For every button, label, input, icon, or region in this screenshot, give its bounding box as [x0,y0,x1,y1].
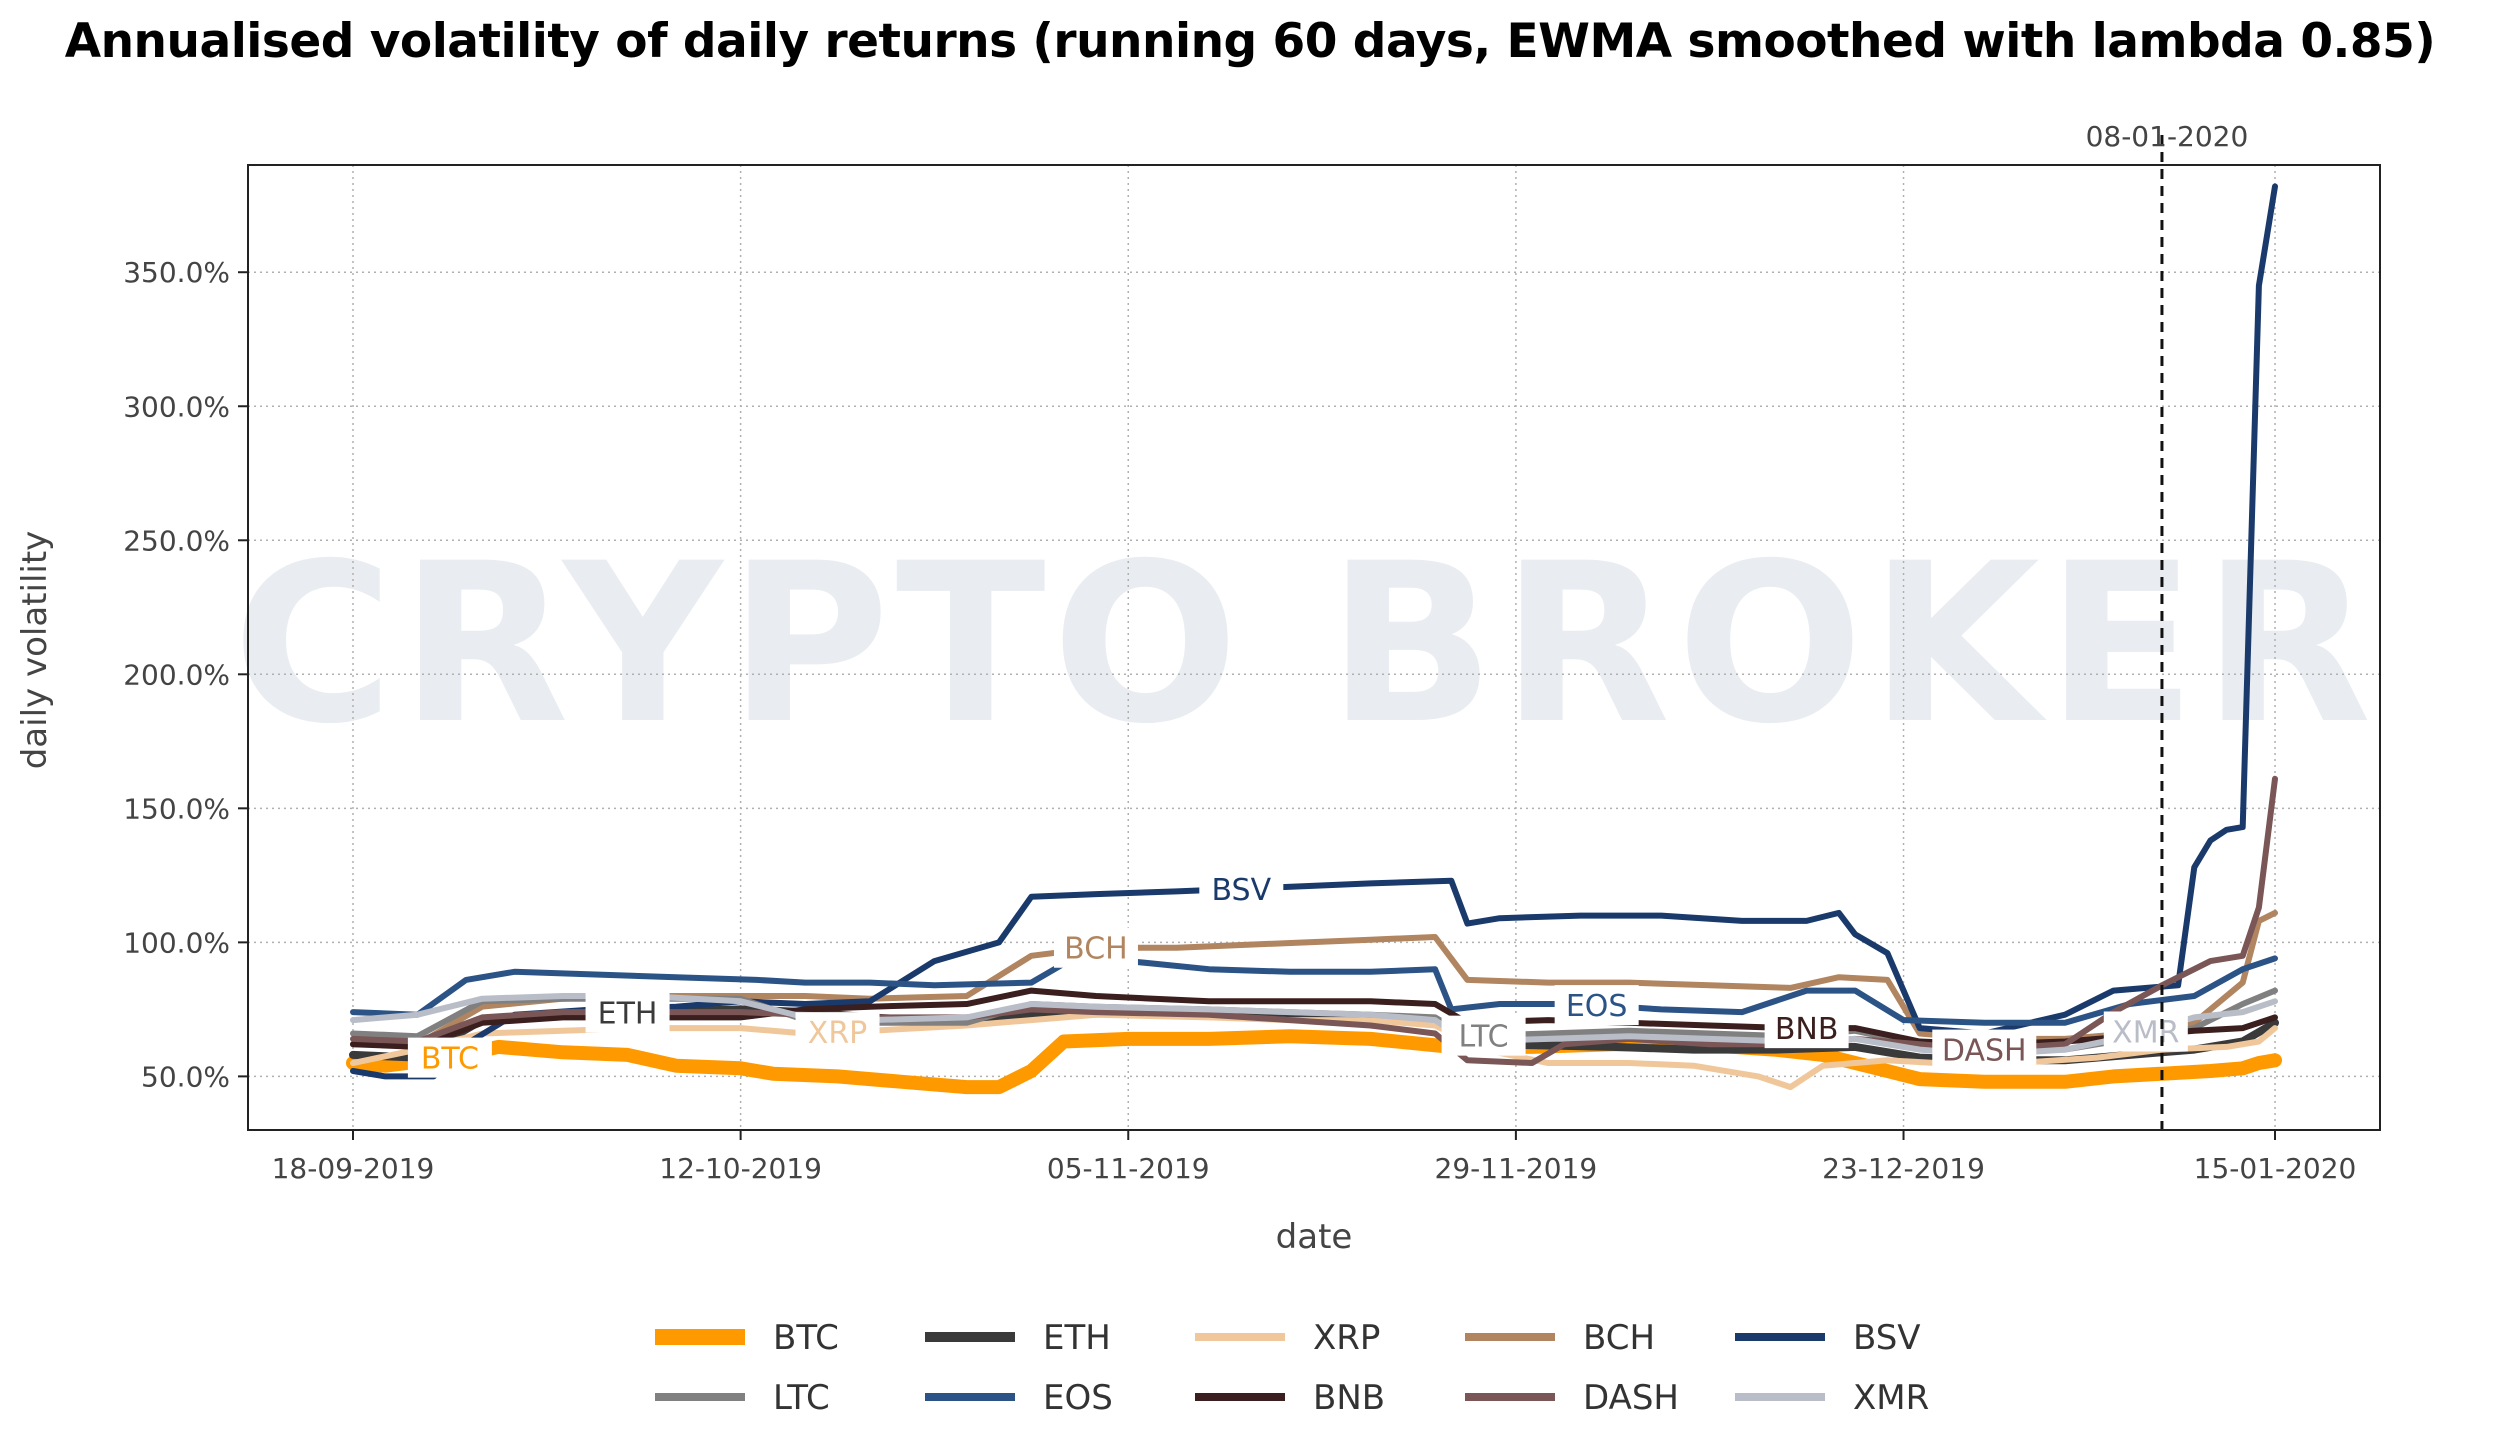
series-label-bg [1199,868,1284,909]
y-tick-label: 250.0% [123,524,230,557]
y-tick-label: 50.0% [141,1060,230,1093]
series-label-text: BNB [1775,1012,1839,1047]
legend-item-bnb: BNB [1195,1378,1385,1418]
series-label-eos: EOS [1554,985,1639,1026]
legend-label: XMR [1853,1378,1929,1418]
series-label-btc: BTC [407,1037,492,1078]
marker-label: 08-01-2020 [2086,120,2249,153]
series-label-ltc: LTC [1441,1015,1526,1056]
date-marker: 08-01-2020 [2086,120,2249,1130]
series-label-dash: DASH [1932,1029,2037,1070]
y-axis-ticks: 50.0% 100.0% 150.0% 200.0% 250.0% 300.0% 350.0… [123,256,248,1093]
y-tick-label: 350.0% [123,256,230,289]
x-tick-label: 18-09-2019 [272,1152,435,1185]
series-label-bg [585,992,670,1033]
legend-label: EOS [1043,1378,1113,1418]
x-tick-label: 05-11-2019 [1047,1152,1210,1185]
series-label-bg [1053,927,1138,968]
series-label-text: BSV [1212,873,1272,908]
series-label-text: EOS [1566,989,1628,1024]
series-label-xmr: XMR [2103,1011,2188,1052]
series-label-bnb: BNB [1764,1008,1849,1049]
y-axis-title: daily volatility [15,531,55,770]
series-label-bg [1764,1008,1849,1049]
watermark: CRYPTO BROKER [232,516,2377,772]
series-label-xrp: XRP [795,1012,880,1053]
legend-label: BTC [773,1318,839,1358]
series-label-bch: BCH [1053,927,1138,968]
legend-item-eos: EOS [925,1378,1113,1418]
x-axis-ticks: 18-09-2019 12-10-2019 05-11-2019 29-11-2019… [272,1130,2357,1185]
series-inline-labels: BTC ETH XRP BCH BSV LTC EOS BNB DASH XMR [407,868,2188,1078]
series-label-text: XRP [808,1016,868,1051]
series-label-bg [1441,1015,1526,1056]
legend-label: XRP [1313,1318,1380,1358]
x-tick-label: 12-10-2019 [659,1152,822,1185]
legend-label: DASH [1583,1378,1679,1418]
legend-item-bch: BCH [1465,1318,1655,1358]
series-label-text: ETH [598,997,658,1032]
legend: BTC ETH XRP BCH BSV LTC EOS BNB DASH XMR [655,1318,1929,1418]
legend-label: BCH [1583,1318,1655,1358]
legend-item-xmr: XMR [1735,1378,1929,1418]
x-axis-title: date [1276,1217,1353,1257]
series-label-eth: ETH [585,992,670,1033]
series-label-text: BTC [421,1042,479,1077]
series-label-bg [795,1012,880,1053]
series-line-eos [350,955,2278,1026]
legend-item-btc: BTC [655,1318,839,1358]
series-label-bg [1932,1029,2037,1070]
chart-title: Annualised volatility of daily returns (… [64,14,2436,69]
legend-item-ltc: LTC [655,1378,830,1418]
series-label-text: BCH [1064,932,1128,967]
y-tick-label: 100.0% [123,926,230,959]
series-label-bg [407,1037,492,1078]
x-tick-label: 15-01-2020 [2194,1152,2357,1185]
series-line-btc [346,1029,2282,1095]
legend-item-dash: DASH [1465,1378,1679,1418]
series-label-bsv: BSV [1199,868,1284,909]
legend-label: BNB [1313,1378,1385,1418]
plot-frame [247,164,2381,1131]
legend-label: LTC [773,1378,830,1418]
series-label-bg [2103,1011,2188,1052]
x-tick-label: 29-11-2019 [1435,1152,1598,1185]
legend-label: BSV [1853,1318,1921,1358]
y-tick-label: 150.0% [123,792,230,825]
y-tick-label: 200.0% [123,658,230,691]
series-label-text: DASH [1942,1034,2027,1069]
legend-item-eth: ETH [925,1318,1111,1358]
y-tick-label: 300.0% [123,390,230,423]
series-label-text: XMR [2112,1015,2179,1050]
x-tick-label: 23-12-2019 [1822,1152,1985,1185]
legend-item-xrp: XRP [1195,1318,1380,1358]
series-label-bg [1554,985,1639,1026]
series-label-text: LTC [1459,1020,1509,1055]
legend-item-bsv: BSV [1735,1318,1921,1358]
legend-label: ETH [1043,1318,1111,1358]
